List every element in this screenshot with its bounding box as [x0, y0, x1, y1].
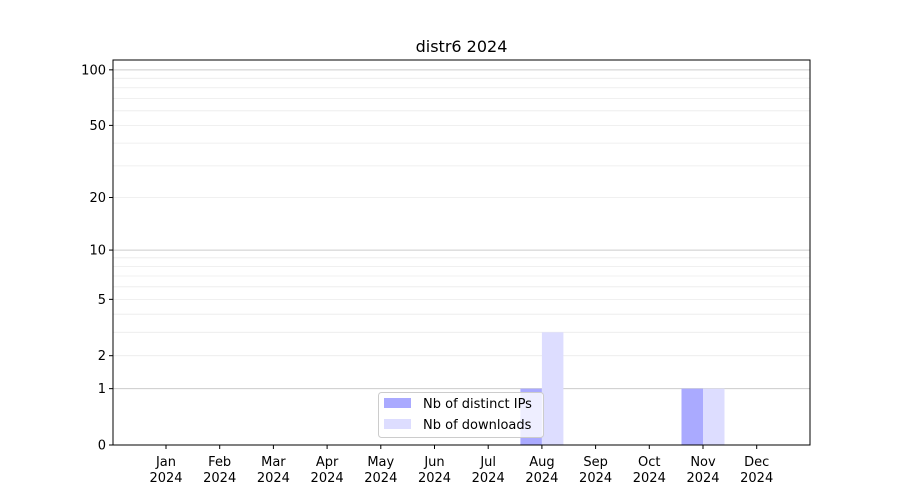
plot-frame	[112, 59, 811, 446]
grid	[113, 69, 810, 390]
legend-label: Nb of downloads	[423, 418, 532, 433]
x-tick-label-year: 2024	[257, 471, 290, 486]
x-tick-label: Dec	[744, 455, 769, 470]
y-tick-label: 2	[98, 349, 106, 364]
legend-box	[378, 392, 544, 438]
x-tick-label: Nov	[690, 455, 716, 470]
legend: Nb of distinct IPs Nb of downloads	[378, 392, 544, 438]
y-tick-label: 50	[89, 119, 106, 134]
legend-swatch	[384, 398, 411, 408]
x-axis: Jan2024Feb2024Mar2024Apr2024May2024Jun20…	[149, 445, 773, 486]
legend-label: Nb of distinct IPs	[423, 397, 532, 412]
x-tick-label-year: 2024	[364, 471, 397, 486]
x-tick-label-year: 2024	[472, 471, 505, 486]
y-tick-label: 100	[81, 63, 106, 78]
y-tick-label: 20	[89, 191, 106, 206]
x-tick-label: Aug	[529, 455, 554, 470]
y-tick-label: 10	[89, 244, 106, 259]
x-tick-label-year: 2024	[686, 471, 719, 486]
x-tick-label-year: 2024	[203, 471, 236, 486]
legend-swatch	[384, 419, 411, 429]
x-tick-label: Oct	[638, 455, 660, 470]
x-tick-label-year: 2024	[633, 471, 666, 486]
y-axis: 0 1 2 5 10 20 50 100	[81, 63, 113, 454]
x-tick-label: Sep	[583, 455, 608, 470]
bar-distinct-ips	[681, 388, 703, 445]
x-tick-label: Jan	[155, 455, 176, 470]
x-tick-label-year: 2024	[579, 471, 612, 486]
x-tick-label: Feb	[208, 455, 231, 470]
y-tick-label: 0	[98, 439, 106, 454]
x-tick-label: May	[367, 455, 394, 470]
x-tick-label: Jul	[479, 455, 496, 470]
x-tick-label: Mar	[261, 455, 286, 470]
bar-downloads	[703, 388, 725, 445]
x-tick-label-year: 2024	[311, 471, 344, 486]
x-tick-label: Jun	[423, 455, 444, 470]
chart-title: distr6 2024	[416, 37, 508, 56]
y-tick-label: 5	[98, 293, 106, 308]
x-tick-label-year: 2024	[740, 471, 773, 486]
x-tick-label: Apr	[316, 455, 339, 470]
x-tick-label-year: 2024	[149, 471, 182, 486]
bar-downloads	[541, 332, 564, 445]
x-tick-label-year: 2024	[525, 471, 558, 486]
x-tick-label-year: 2024	[418, 471, 451, 486]
y-tick-label: 1	[98, 382, 106, 397]
